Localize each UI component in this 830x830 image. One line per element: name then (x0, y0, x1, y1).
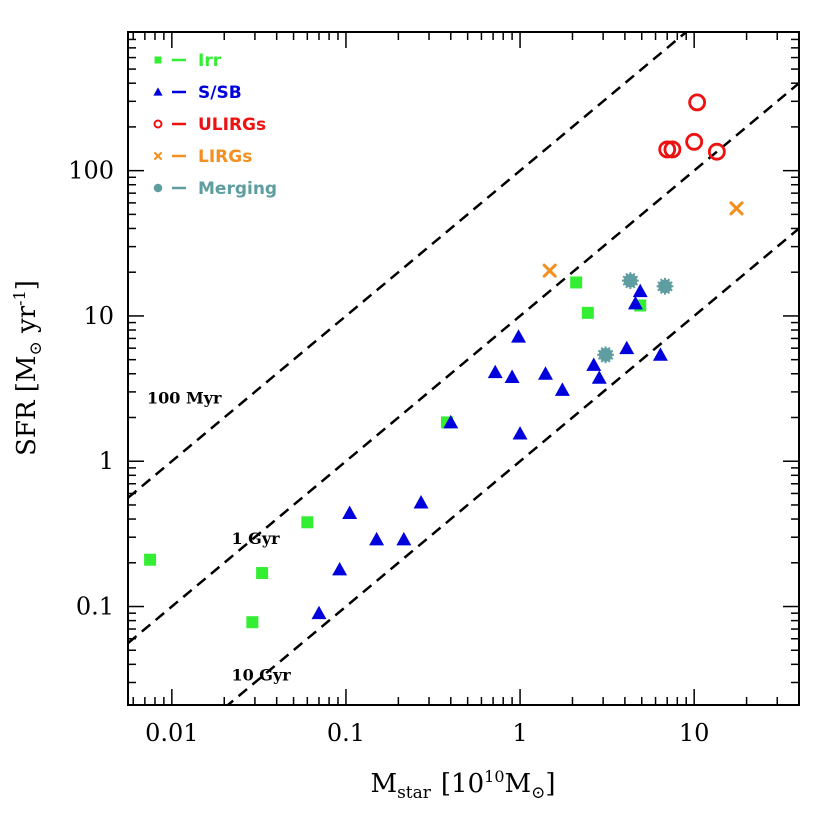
data-point-triangle (332, 561, 348, 576)
reference-line (128, 32, 689, 499)
data-point-triangle (619, 340, 635, 355)
data-points (144, 93, 744, 629)
data-point-triangle (554, 382, 570, 396)
tick-labels: 0.01 0.1 1 10 0.1 1 10 100 (68, 157, 709, 747)
x-axis-title: Mstar [1010M⊙] (370, 767, 555, 803)
y-tick-label: 1 (99, 447, 114, 475)
x-tick-label: 1 (512, 719, 527, 747)
data-point-cross (154, 152, 162, 160)
reference-line-labels: 100 Myr 1 Gyr 10 Gyr (147, 388, 291, 684)
data-point-cross (542, 263, 557, 278)
cross-stroke (542, 263, 557, 278)
y-tick-label: 100 (68, 157, 114, 185)
legend-label: Irr (198, 51, 222, 71)
data-point-triangle (153, 87, 163, 96)
reference-line-label: 100 Myr (147, 388, 222, 407)
data-point-triangle (512, 426, 528, 440)
data-point-open-circle (153, 119, 163, 129)
data-point-star (621, 272, 639, 290)
data-point-triangle (504, 369, 520, 383)
data-point-triangle (586, 357, 602, 371)
y-axis-title: SFR [M⊙ yr-1] (10, 280, 46, 456)
cross-stroke (154, 152, 162, 160)
data-point-cross (729, 201, 744, 216)
data-point-triangle (369, 531, 385, 546)
y-tick-label: 0.1 (76, 593, 114, 621)
reference-line-label: 10 Gyr (231, 665, 291, 684)
data-point-open-circle (707, 142, 726, 161)
data-point-square (256, 567, 269, 580)
data-point-open-circle (658, 140, 677, 159)
x-tick-label: 0.1 (327, 719, 365, 747)
data-point-square (570, 276, 583, 289)
data-point-open-circle (663, 140, 682, 159)
data-point-triangle (342, 505, 358, 520)
data-point-triangle (591, 370, 607, 384)
star-ray (629, 275, 639, 282)
reference-lines (128, 32, 799, 705)
star-ray (605, 349, 614, 356)
star-ray (664, 281, 673, 288)
legend-item: Merging (153, 179, 277, 199)
data-point-star (656, 277, 674, 295)
y-tick-label: 10 (83, 302, 114, 330)
data-point-triangle (511, 329, 527, 343)
data-point-triangle (396, 531, 412, 546)
legend-item: S/SB (153, 83, 242, 103)
legend-item: Irr (154, 51, 222, 71)
data-point-star (153, 183, 163, 193)
plot-frame (127, 31, 800, 706)
legend-label: LIRGs (198, 147, 252, 167)
data-point-open-circle (685, 132, 704, 151)
star-ray (157, 185, 163, 189)
data-point-star (597, 346, 615, 364)
legend-label: ULIRGs (198, 115, 266, 135)
data-point-triangle (487, 364, 503, 379)
x-tick-label: 10 (679, 719, 710, 747)
data-point-triangle (311, 605, 327, 620)
reference-line (225, 227, 799, 705)
legend-label: S/SB (198, 83, 242, 103)
data-point-square (144, 553, 157, 566)
data-point-triangle (443, 414, 459, 429)
data-point-triangle (413, 495, 429, 509)
data-point-square (581, 306, 594, 319)
data-point-triangle (538, 366, 553, 380)
reference-line-label: 1 Gyr (231, 529, 280, 548)
x-tick-label: 0.01 (145, 719, 198, 747)
cross-stroke (729, 201, 744, 216)
legend-label: Merging (198, 179, 277, 199)
data-point-open-circle (688, 93, 707, 112)
axis-ticks (128, 31, 800, 705)
data-point-triangle (652, 347, 668, 361)
data-point-square (246, 616, 259, 629)
data-point-triangle (632, 283, 648, 298)
legend-item: LIRGs (154, 147, 252, 167)
data-point-square (301, 516, 314, 529)
legend-item: ULIRGs (153, 115, 266, 135)
data-point-square (154, 56, 162, 64)
legend: Irr S/SB ULIRGs LIRGs Merging (153, 51, 277, 199)
data-point-triangle (627, 295, 643, 310)
reference-line (128, 82, 799, 645)
